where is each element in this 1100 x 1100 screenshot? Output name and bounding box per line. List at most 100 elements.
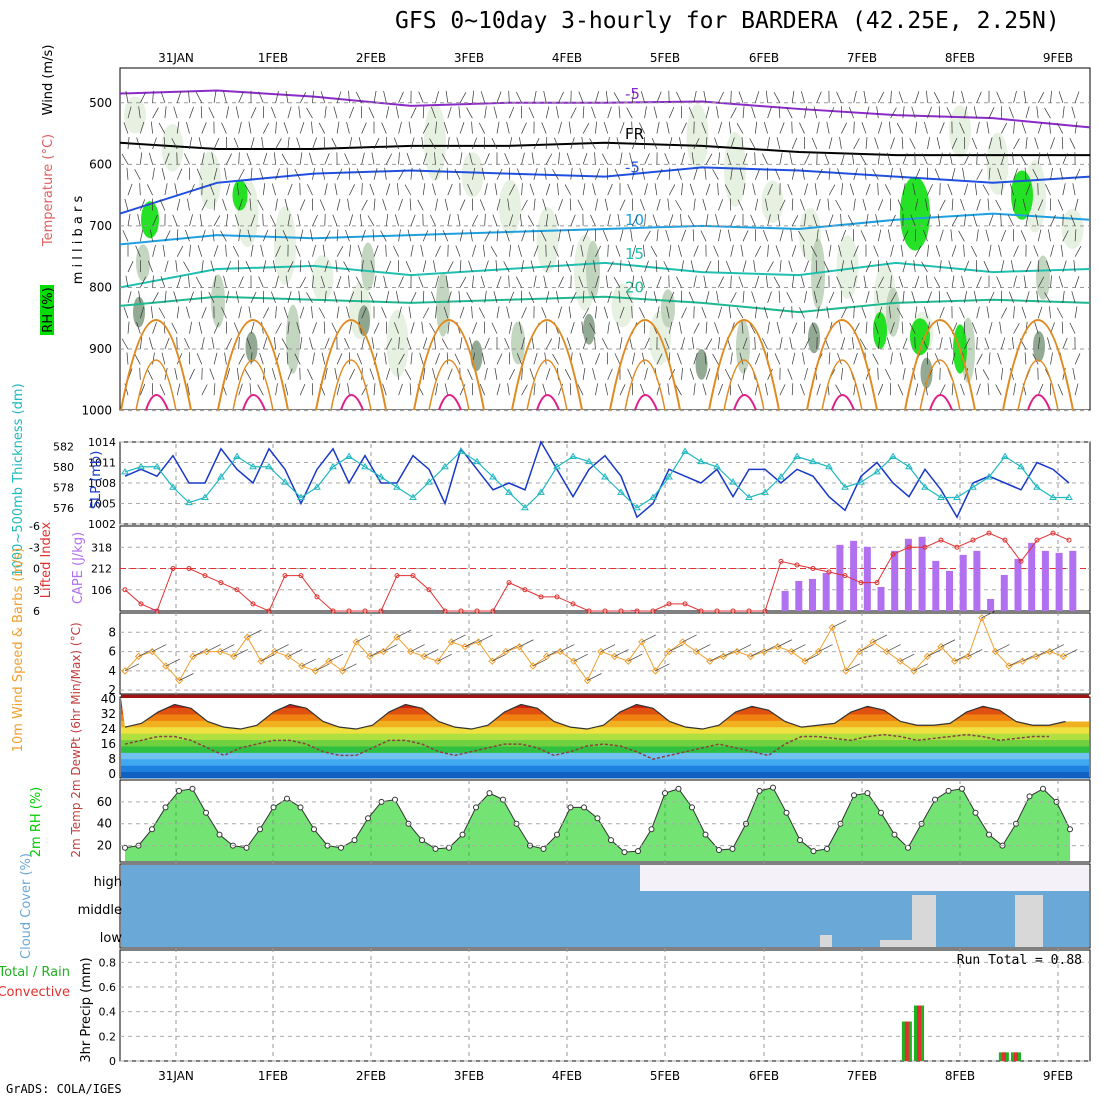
wind-barb <box>617 214 621 226</box>
thickness-marker <box>121 467 129 475</box>
wind-barb <box>1032 168 1039 180</box>
cape-bar <box>809 578 816 611</box>
rh-shading-blob <box>461 152 484 198</box>
wind-barb <box>877 152 881 165</box>
wind-barb <box>902 183 906 196</box>
wind-barb <box>693 322 700 334</box>
date-label-bottom: 7FEB <box>847 1069 877 1083</box>
wind-barb <box>508 321 513 334</box>
wind-barb <box>798 230 805 242</box>
wind-barb <box>422 152 428 165</box>
wind-barb <box>718 229 722 242</box>
isotherm-label: 10 <box>625 211 644 229</box>
wind-barb <box>996 276 1002 288</box>
wind-barb <box>123 122 129 134</box>
wind-barb <box>890 107 897 119</box>
wind-barb <box>762 338 768 350</box>
wind-barb <box>232 245 240 257</box>
wind-barb <box>909 138 916 150</box>
wind-barb <box>986 121 990 134</box>
wind-barb <box>459 229 464 242</box>
wind-barb <box>521 152 525 165</box>
wind-barb <box>543 90 547 103</box>
wind-barb <box>213 198 216 211</box>
li-marker <box>938 537 944 543</box>
rh-legend-swatch <box>40 285 54 335</box>
wind-barb-10m <box>900 653 915 662</box>
wind-barb <box>299 92 307 103</box>
wind-barb <box>262 213 264 226</box>
wind-barb <box>410 321 415 334</box>
temp-color-band <box>121 745 1089 753</box>
rh-marker <box>149 826 155 833</box>
wind-barb <box>976 306 980 319</box>
wind-barb <box>183 261 190 273</box>
wind-barb <box>1062 106 1065 119</box>
wind-barb <box>544 167 547 180</box>
wind-barb <box>507 198 510 211</box>
wind-barb <box>287 321 290 334</box>
wind-barb <box>1034 322 1039 334</box>
thickness-marker <box>697 457 705 465</box>
thickness-marker <box>1017 462 1025 470</box>
wind-barb <box>410 167 413 180</box>
wind-barb <box>581 136 584 149</box>
wind-barb <box>281 153 289 165</box>
wind-barb <box>911 291 916 303</box>
wind-barb <box>542 383 547 396</box>
wind-barb-10m <box>206 644 221 652</box>
wind-barb <box>287 136 290 149</box>
li-marker <box>1034 537 1040 543</box>
wind-barb <box>138 106 141 119</box>
rh-shading-blob <box>141 201 159 239</box>
wind-barb <box>626 292 633 304</box>
wind-barb <box>336 198 341 211</box>
wind-barb <box>679 137 682 150</box>
dewpoint-line <box>124 733 1049 760</box>
wind-barb-10m <box>424 649 439 657</box>
wind-barb <box>493 291 498 303</box>
wind-barb <box>1050 214 1056 227</box>
wind-barb <box>410 137 415 150</box>
panel-frame-precip <box>119 949 1091 1062</box>
wind-barb <box>570 137 575 150</box>
rh-marker <box>1067 826 1073 833</box>
thickness-marker <box>249 462 257 470</box>
thickness-marker <box>1065 493 1073 500</box>
rh-marker <box>567 804 574 811</box>
wind-barb <box>164 290 167 303</box>
date-label-bottom: 2FEB <box>356 1069 386 1083</box>
wind-barb <box>518 137 522 150</box>
wind-barb <box>508 137 513 150</box>
wind-barb <box>890 292 897 304</box>
wind-barb <box>220 230 227 242</box>
wind-barb <box>324 230 331 242</box>
wind-barb <box>804 213 806 226</box>
precip-tick-label: 0.6 <box>99 981 117 994</box>
wind-barb <box>593 260 596 273</box>
wind-barb <box>1037 260 1040 273</box>
thickness-axis-label: 1000~500mb Thickness (dm) <box>11 383 26 576</box>
wind-barb <box>405 260 412 273</box>
wind-barb <box>195 92 203 103</box>
wind-barb <box>1047 152 1051 165</box>
wind-barb <box>287 291 292 303</box>
wind-barb <box>171 322 178 334</box>
wind-barb-10m <box>886 644 901 652</box>
wind-barb <box>921 261 928 273</box>
rh-shading-blob <box>361 242 375 291</box>
wind-barb <box>851 152 855 165</box>
wind-barb <box>654 183 658 196</box>
slp-axis-label: SLP (mb) <box>89 451 104 510</box>
wind-barb <box>564 184 572 196</box>
wind-barb <box>176 168 183 180</box>
wind-barb <box>568 121 572 134</box>
wind-barb <box>528 291 535 303</box>
wind-barb <box>226 260 232 273</box>
wind-barb <box>949 152 953 165</box>
wind-barb <box>1013 245 1019 257</box>
wind-barb <box>582 230 589 242</box>
thickness-marker <box>761 488 769 495</box>
wind-barb <box>558 337 560 350</box>
wind-barb <box>631 90 635 103</box>
